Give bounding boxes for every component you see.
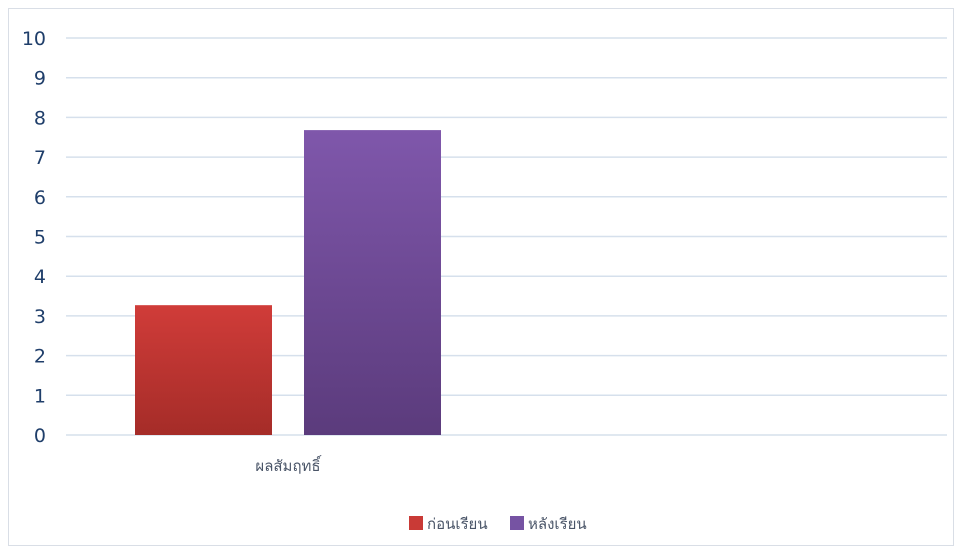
y-tick-label: 0	[34, 425, 46, 447]
legend-label: หลังเรียน	[528, 515, 587, 533]
y-tick-label: 10	[22, 28, 46, 50]
y-tick-label: 8	[34, 107, 46, 129]
category-label: ผลสัมฤทธิ์	[255, 455, 322, 475]
y-tick-label: 7	[34, 147, 46, 169]
y-axis: 0 1 2 3 4 5 6 7 8 9 10	[22, 28, 46, 447]
chart-frame	[8, 8, 954, 546]
y-tick-label: 3	[34, 306, 46, 328]
bar-after	[304, 130, 441, 435]
bars	[135, 130, 441, 435]
bar-before	[135, 305, 272, 435]
legend-label: ก่อนเรียน	[427, 515, 488, 533]
y-tick-label: 6	[34, 187, 46, 209]
legend-swatch	[409, 516, 423, 530]
y-tick-label: 4	[34, 266, 46, 288]
x-axis: ผลสัมฤทธิ์	[255, 455, 322, 475]
legend-swatch	[510, 516, 524, 530]
y-tick-label: 2	[34, 346, 46, 368]
y-tick-label: 1	[34, 385, 46, 407]
legend: ก่อนเรียน หลังเรียน	[409, 515, 587, 533]
y-tick-label: 5	[34, 227, 46, 249]
y-tick-label: 9	[34, 68, 46, 90]
